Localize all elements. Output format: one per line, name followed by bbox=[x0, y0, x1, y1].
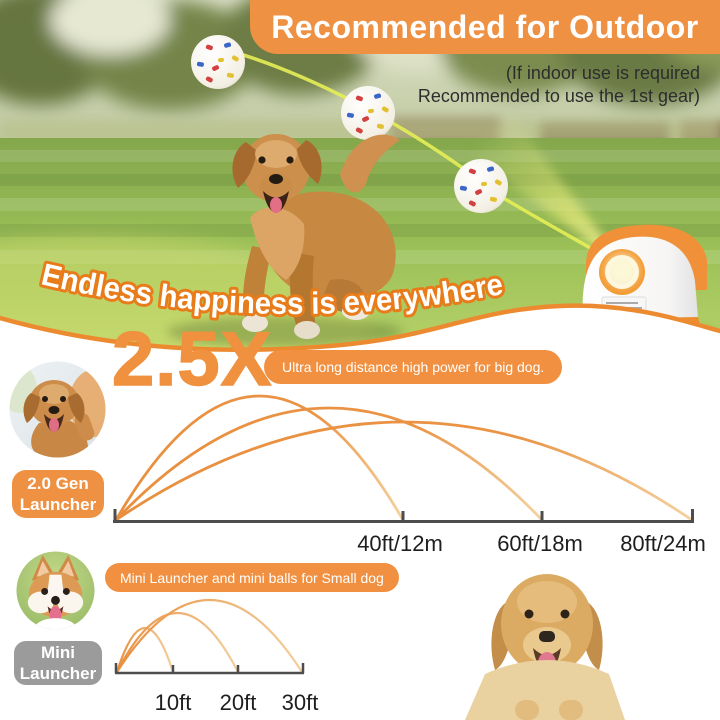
distance-chart-mini: 10ft 20ft 30ft bbox=[114, 598, 319, 715]
distance-label-40ft: 40ft/12m bbox=[357, 531, 443, 556]
mini-badge: Mini Launcher bbox=[14, 641, 102, 685]
ball-icon bbox=[191, 35, 245, 89]
distance-label-60ft: 60ft/18m bbox=[497, 531, 583, 556]
mini-badge-line2: Launcher bbox=[19, 664, 97, 683]
outdoor-banner: Recommended for Outdoor bbox=[250, 0, 720, 54]
distance-label-20ft: 20ft bbox=[220, 690, 257, 715]
small-dog-avatar bbox=[16, 551, 95, 630]
distance-label-80ft: 80ft/24m bbox=[620, 531, 706, 556]
arc-20ft bbox=[116, 612, 239, 673]
mini-badge-line1: Mini bbox=[41, 642, 75, 662]
golden-retriever-portrait bbox=[465, 574, 625, 720]
baseline-mini bbox=[114, 663, 305, 675]
outdoor-photo: Endless happiness is everywhere bbox=[0, 0, 720, 366]
big-dog-pill-label: Ultra long distance high power for big d… bbox=[282, 359, 545, 375]
big-dog-pill: Ultra long distance high power for big d… bbox=[264, 350, 563, 384]
big-dog-avatar bbox=[9, 361, 106, 458]
arc-10ft bbox=[115, 626, 175, 673]
arc-30ft bbox=[116, 598, 303, 673]
small-dog-pill: Mini Launcher and mini balls for Small d… bbox=[105, 563, 399, 592]
arc-40ft bbox=[114, 394, 405, 521]
distance-chart-big: 40ft/12m 60ft/18m 80ft/24m bbox=[113, 394, 706, 556]
note-line-1: (If indoor use is required bbox=[505, 63, 700, 83]
indoor-note: (If indoor use is required Recommended t… bbox=[418, 62, 700, 109]
baseline-big bbox=[113, 509, 694, 523]
multiplier-text: 2.5X bbox=[111, 317, 273, 402]
note-line-2: Recommended to use the 1st gear) bbox=[417, 86, 700, 107]
banner-title: Recommended for Outdoor bbox=[271, 8, 699, 45]
arc-80ft bbox=[115, 420, 693, 522]
gen2-badge-line2: Launcher bbox=[19, 495, 97, 514]
distance-label-10ft: 10ft bbox=[155, 690, 192, 715]
gen2-badge-line1: 2.0 Gen bbox=[27, 473, 89, 493]
wave-stroke bbox=[0, 303, 720, 353]
small-dog-pill-label: Mini Launcher and mini balls for Small d… bbox=[120, 569, 384, 586]
ball-icon bbox=[454, 159, 508, 213]
gen2-badge: 2.0 Gen Launcher bbox=[12, 470, 104, 518]
distance-label-30ft: 30ft bbox=[282, 690, 319, 715]
arc-60ft bbox=[114, 406, 544, 521]
running-dog bbox=[167, 134, 403, 347]
ball-icon bbox=[341, 86, 395, 140]
